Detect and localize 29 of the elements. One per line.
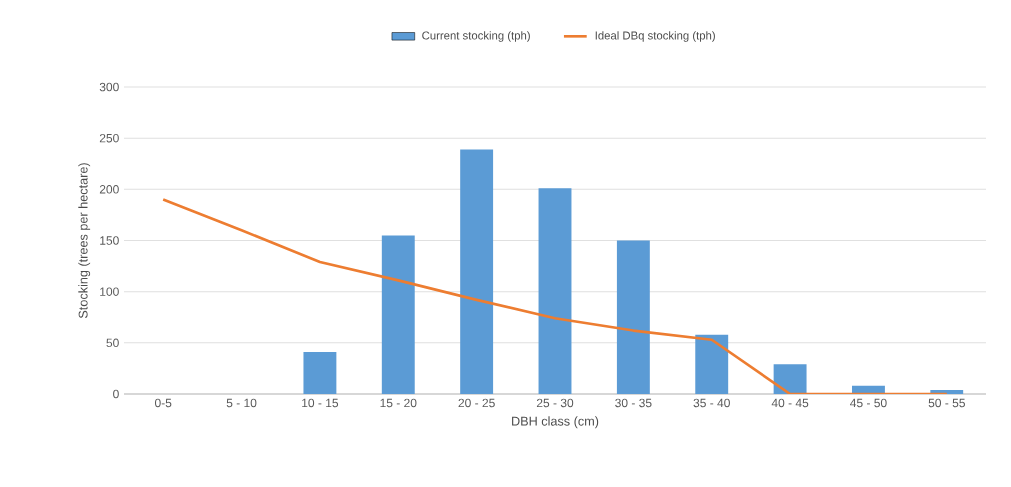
bar bbox=[616, 240, 650, 394]
y-tick-label: 200 bbox=[99, 185, 119, 194]
x-tick-label: 25 - 30 bbox=[536, 398, 574, 408]
x-tick-label: 0-5 bbox=[154, 398, 172, 408]
x-tick-label: 40 - 45 bbox=[771, 398, 809, 408]
bar bbox=[381, 235, 415, 394]
x-tick-label: 30 - 35 bbox=[615, 398, 652, 408]
y-tick-label: 250 bbox=[99, 133, 119, 143]
bar bbox=[303, 352, 337, 394]
legend-label: Current stocking (tph) bbox=[422, 31, 530, 42]
x-tick-label: 10 - 15 bbox=[302, 398, 339, 408]
legend-label: Ideal DBq stocking (tph) bbox=[595, 31, 715, 42]
y-tick-label: 300 bbox=[99, 82, 119, 92]
y-tick-label: 50 bbox=[106, 338, 119, 348]
x-tick-label: 20 - 25 bbox=[458, 398, 495, 408]
x-tick-label: 5 - 10 bbox=[226, 398, 257, 408]
x-tick-label: 35 - 40 bbox=[693, 398, 730, 408]
y-tick-label: 0 bbox=[113, 389, 119, 399]
x-axis-title: DBH class (cm) bbox=[512, 416, 599, 429]
y-tick-label: 100 bbox=[100, 287, 119, 296]
bar bbox=[538, 188, 572, 394]
y-axis-title: Stocking (trees per hectare) bbox=[78, 163, 91, 319]
x-tick-label: 15 - 20 bbox=[380, 398, 417, 408]
y-tick-label: 150 bbox=[100, 236, 119, 245]
x-tick-label: 50 - 55 bbox=[928, 398, 965, 408]
bar bbox=[773, 364, 807, 394]
bar bbox=[695, 334, 729, 394]
bar bbox=[460, 149, 494, 394]
x-tick-label: 45 - 50 bbox=[850, 398, 887, 408]
